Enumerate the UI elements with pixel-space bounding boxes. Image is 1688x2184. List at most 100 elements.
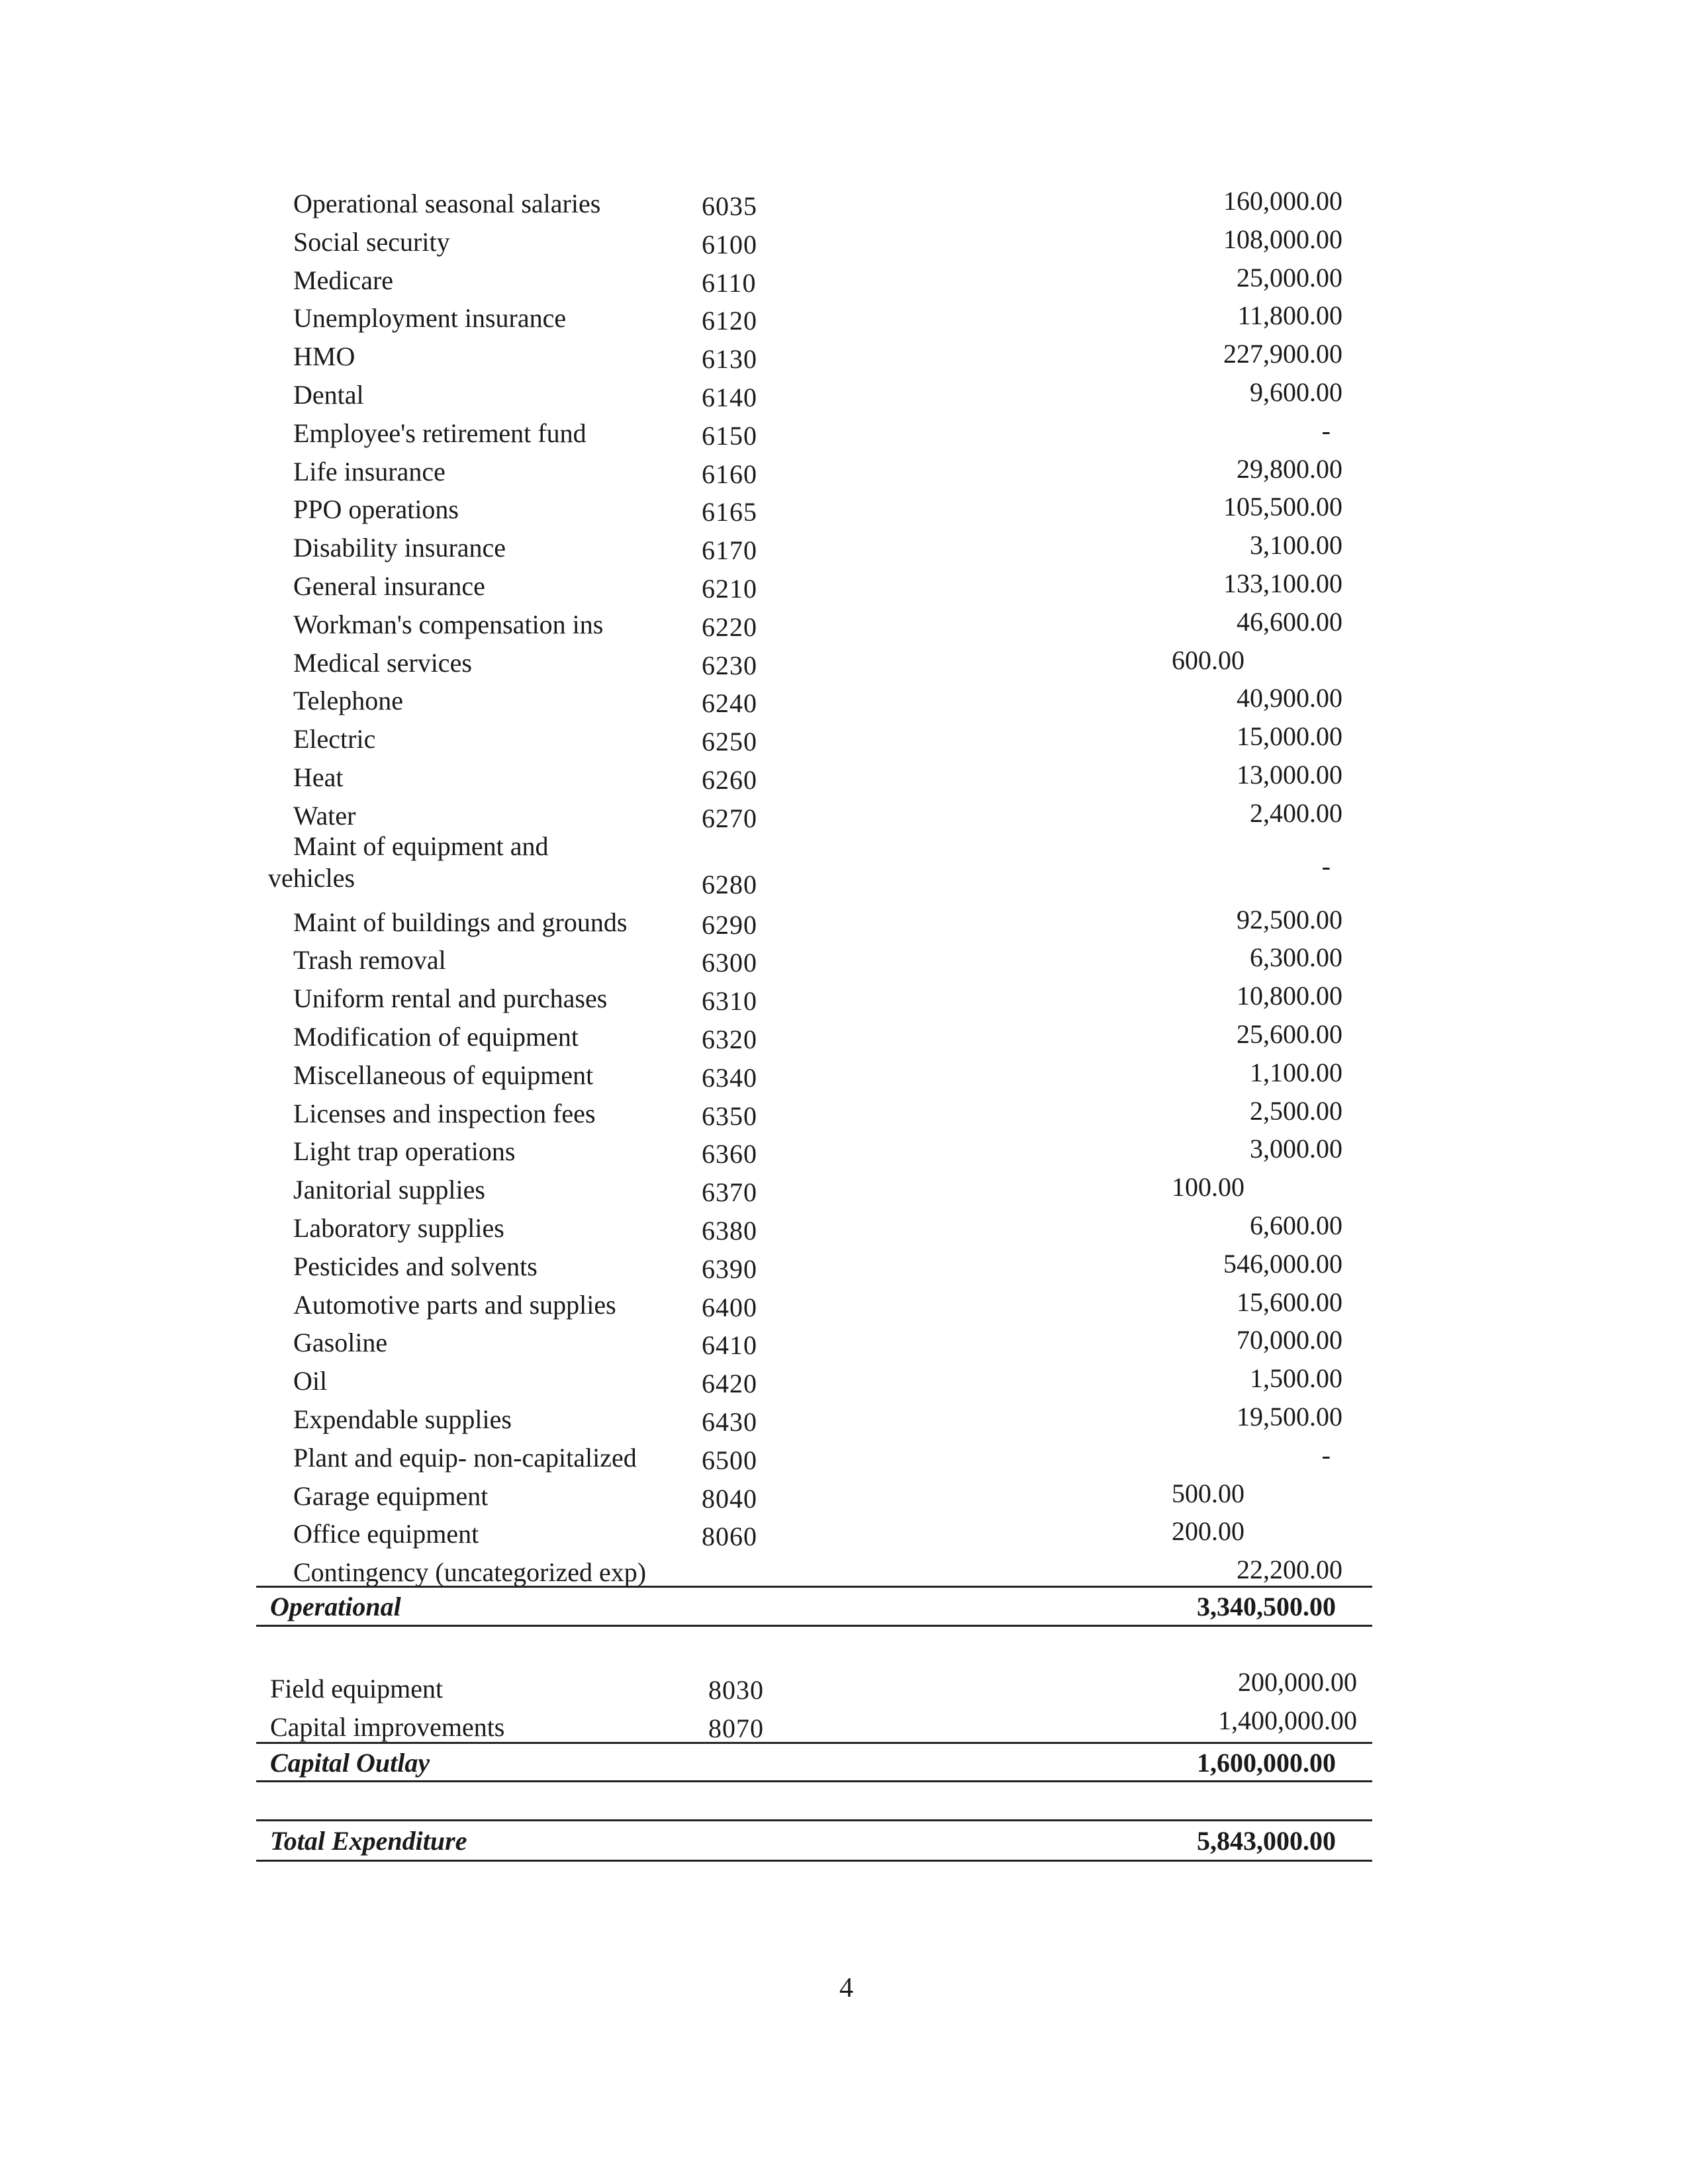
line-item-label: Workman's compensation ins xyxy=(293,609,604,639)
line-item-label: HMO xyxy=(293,341,355,372)
line-item-label: Social security xyxy=(293,226,450,257)
line-item-row: Janitorial supplies 6370 100.00 xyxy=(0,1171,1688,1210)
line-item-amount: 15,600.00 xyxy=(1237,1287,1342,1317)
line-item-code: 6165 xyxy=(702,497,757,527)
line-item-code: 6120 xyxy=(702,306,757,336)
line-item-row: Miscellaneous of equipment 6340 1,100.00 xyxy=(0,1057,1688,1095)
page-number: 4 xyxy=(839,1973,853,2003)
line-item-code: 6290 xyxy=(702,909,757,940)
line-item-amount: 200.00 xyxy=(1172,1516,1244,1547)
line-item-code: 6320 xyxy=(702,1024,757,1054)
line-item-row: Medical services 6230 600.00 xyxy=(0,645,1688,683)
line-item-label: Disability insurance xyxy=(293,533,506,563)
line-item-amount: 2,500.00 xyxy=(1250,1095,1342,1126)
line-item-amount: 70,000.00 xyxy=(1237,1325,1342,1355)
line-item-code: 6300 xyxy=(702,948,757,978)
line-item-label: Employee's retirement fund xyxy=(293,418,586,448)
line-item-row: Unemployment insurance 6120 11,800.00 xyxy=(0,300,1688,338)
line-item-row: Life insurance 6160 29,800.00 xyxy=(0,453,1688,492)
line-item-amount: 25,600.00 xyxy=(1237,1019,1342,1049)
line-item-label: Pesticides and solvents xyxy=(293,1251,538,1281)
line-item-code: 6160 xyxy=(702,459,757,489)
line-item-code: 6150 xyxy=(702,420,757,451)
line-item-code: 6380 xyxy=(702,1215,757,1246)
line-item-code: 6110 xyxy=(702,267,757,298)
line-item-amount: 3,100.00 xyxy=(1250,530,1342,561)
line-item-code: 6430 xyxy=(702,1406,757,1437)
line-item-code: 6370 xyxy=(702,1177,757,1208)
line-item-row: Garage equipment 8040 500.00 xyxy=(0,1478,1688,1516)
capital-row-code: 8030 xyxy=(708,1675,764,1705)
line-item-amount: 40,900.00 xyxy=(1237,683,1342,713)
line-item-code: 6410 xyxy=(702,1330,757,1361)
capital-row-label: Capital improvements xyxy=(270,1712,505,1742)
line-item-label: Expendable supplies xyxy=(293,1404,512,1434)
line-item-row: HMO 6130 227,900.00 xyxy=(0,338,1688,377)
operational-total-label: Operational xyxy=(270,1592,401,1621)
line-item-code: 6260 xyxy=(702,764,757,795)
line-item-label: General insurance xyxy=(293,570,485,601)
line-item-row: Modification of equipment 6320 25,600.00 xyxy=(0,1019,1688,1057)
line-item-label: Uniform rental and purchases xyxy=(293,983,608,1014)
line-item-code: 6400 xyxy=(702,1292,757,1322)
line-item-code: 6130 xyxy=(702,344,757,375)
line-item-row: Maint of buildings and grounds 6290 92,500… xyxy=(0,904,1688,942)
line-item-row: Social security 6100 108,000.00 xyxy=(0,224,1688,262)
line-item-amount: 100.00 xyxy=(1172,1172,1244,1203)
line-item-row: Expendable supplies 6430 19,500.00 xyxy=(0,1401,1688,1439)
line-item-row: Automotive parts and supplies 6400 15,600.… xyxy=(0,1287,1688,1325)
line-item-code: 6250 xyxy=(702,727,757,757)
line-item-amount: 13,000.00 xyxy=(1237,759,1342,790)
line-item-label: Plant and equip- non-capitalized xyxy=(293,1442,637,1473)
operational-total-amount: 3,340,500.00 xyxy=(1197,1592,1336,1621)
line-item-amount: 1,500.00 xyxy=(1250,1363,1342,1394)
line-item-label: Unemployment insurance xyxy=(293,303,567,334)
line-item-amount: 15,000.00 xyxy=(1237,721,1342,752)
operational-total-row: Operational 3,340,500.00 xyxy=(0,1591,1688,1624)
capital-rule-bottom xyxy=(256,1780,1372,1782)
line-item-code: 8040 xyxy=(702,1483,757,1514)
capital-total-row: Capital Outlay 1,600,000.00 xyxy=(0,1747,1688,1780)
line-item-row: Office equipment 8060 200.00 xyxy=(0,1516,1688,1554)
line-item-label: Licenses and inspection fees xyxy=(293,1098,596,1128)
line-item-row: Telephone 6240 40,900.00 xyxy=(0,682,1688,721)
line-item-amount: 6,300.00 xyxy=(1250,942,1342,973)
line-item-label: Gasoline xyxy=(293,1328,388,1358)
line-item-code: 6310 xyxy=(702,986,757,1017)
capital-rule-top xyxy=(256,1742,1372,1744)
line-item-amount: 9,600.00 xyxy=(1250,377,1342,407)
line-item-row: Oil 6420 1,500.00 xyxy=(0,1363,1688,1401)
line-item-row: Laboratory supplies 6380 6,600.00 xyxy=(0,1210,1688,1248)
line-item-label: Automotive parts and supplies xyxy=(293,1289,616,1320)
grand-total-rule-bottom xyxy=(256,1860,1372,1862)
line-item-amount: 105,500.00 xyxy=(1223,492,1342,522)
line-item-row: Gasoline 6410 70,000.00 xyxy=(0,1324,1688,1363)
line-item-code: 6220 xyxy=(702,612,757,642)
grand-total-label: Total Expenditure xyxy=(270,1826,467,1856)
line-item-row: Trash removal 6300 6,300.00 xyxy=(0,942,1688,980)
line-item-code: 6240 xyxy=(702,688,757,719)
line-item-amount: - xyxy=(1321,850,1331,881)
line-item-label: Medical services xyxy=(293,647,472,678)
line-item-row: Water 6270 2,400.00 xyxy=(0,797,1688,836)
line-item-amount: 3,000.00 xyxy=(1250,1134,1342,1164)
line-item-amount: 6,600.00 xyxy=(1250,1210,1342,1240)
line-item-code: 6340 xyxy=(702,1062,757,1093)
line-item-code: 6360 xyxy=(702,1139,757,1169)
line-item-label: Telephone xyxy=(293,686,404,716)
line-item-label: Light trap operations xyxy=(293,1136,516,1167)
line-item-code: 6170 xyxy=(702,535,757,566)
capital-row-amount: 1,400,000.00 xyxy=(1218,1706,1357,1735)
line-item-row: Uniform rental and purchases 6310 10,800.0… xyxy=(0,980,1688,1019)
line-item-amount: 19,500.00 xyxy=(1237,1401,1342,1432)
capital-total-label: Capital Outlay xyxy=(270,1748,430,1778)
line-item-amount: 546,000.00 xyxy=(1223,1248,1342,1279)
line-item-amount: 160,000.00 xyxy=(1223,186,1342,216)
line-item-code: 6350 xyxy=(702,1101,757,1131)
line-item-label: Janitorial supplies xyxy=(293,1175,485,1205)
line-item-code: 8060 xyxy=(702,1522,757,1552)
grand-total-amount: 5,843,000.00 xyxy=(1197,1826,1336,1856)
line-item-amount: 11,800.00 xyxy=(1237,300,1342,331)
line-item-row: Workman's compensation ins 6220 46,600.00 xyxy=(0,606,1688,645)
operational-line-items: Operational seasonal salaries 6035 160,000… xyxy=(0,185,1688,1592)
